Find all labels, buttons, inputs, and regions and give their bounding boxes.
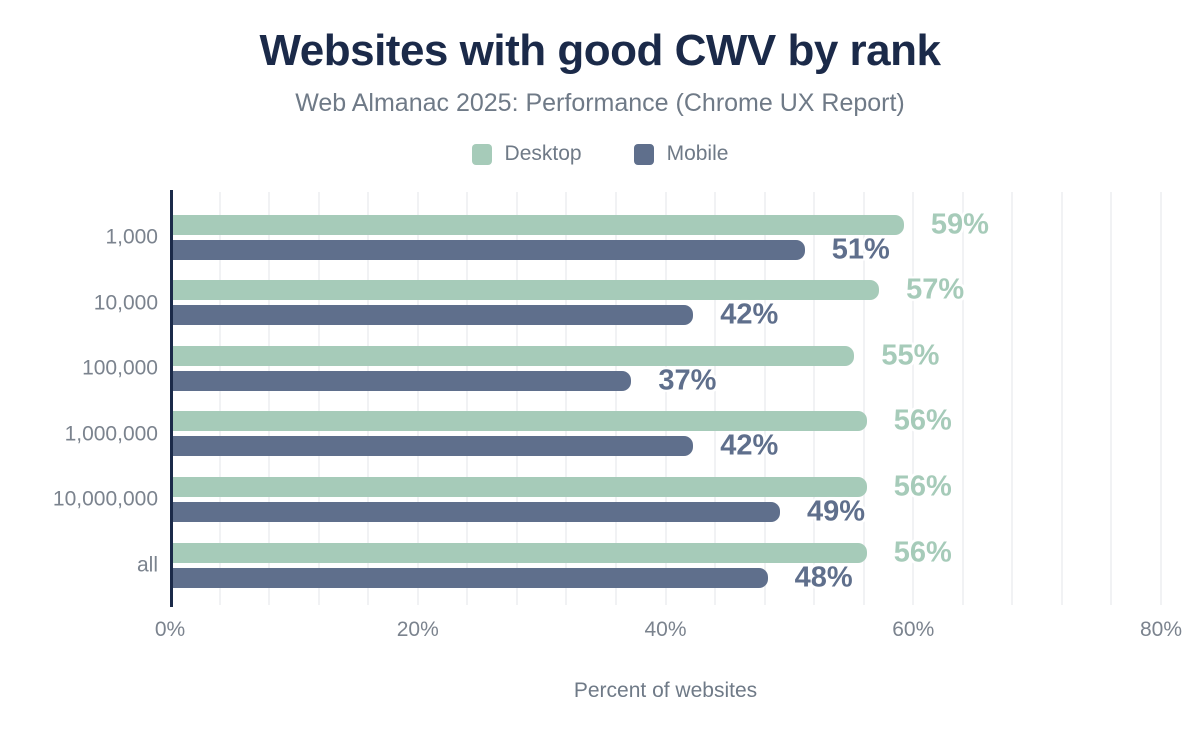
legend-swatch-desktop-icon	[471, 143, 492, 165]
value-label-desktop-100,000: 55%	[881, 339, 940, 372]
gridline	[416, 192, 419, 605]
gridline	[466, 192, 469, 605]
y-category-label: 1,000,000	[64, 422, 158, 446]
y-category-label: all	[136, 553, 158, 577]
gridline	[515, 192, 518, 605]
value-label-mobile-all: 48%	[794, 561, 853, 593]
bar-desktop-1,000	[173, 214, 904, 235]
y-axis-line	[170, 190, 173, 607]
plot-area: 1,000 59% 51% 10,000 57% 42% 100,000 55% 37% 1,00…	[53, 190, 1182, 640]
bar-mobile-all	[173, 567, 768, 588]
gridline	[1160, 192, 1162, 605]
gridline	[961, 192, 964, 605]
value-label-desktop-1,000,000: 56%	[893, 404, 952, 437]
bar-desktop-10,000	[173, 280, 880, 301]
gridline	[1011, 192, 1014, 605]
chart-title: Websites with good CWV by rank	[259, 26, 941, 75]
legend-item-desktop: Desktop	[471, 142, 582, 166]
bar-desktop-1,000,000	[173, 411, 867, 432]
value-label-mobile-10,000,000: 49%	[806, 495, 866, 528]
gridline	[317, 192, 320, 605]
bar-mobile-1,000,000	[173, 436, 694, 457]
x-tick-label: 40%	[644, 618, 687, 641]
bar-desktop-100,000	[173, 345, 855, 366]
legend-label-desktop: Desktop	[504, 142, 582, 165]
gridline	[813, 192, 816, 605]
legend-item-mobile: Mobile	[633, 142, 729, 166]
value-label-mobile-1,000,000: 42%	[720, 429, 779, 462]
bar-desktop-all	[173, 542, 867, 563]
legend-label-mobile: Mobile	[666, 142, 729, 165]
bar-mobile-100,000	[173, 370, 632, 391]
value-label-mobile-10,000: 42%	[720, 298, 779, 331]
bar-mobile-1,000	[173, 239, 805, 260]
y-category-label: 1,000	[105, 225, 158, 249]
gridline	[1110, 192, 1113, 605]
y-category-label: 100,000	[82, 356, 158, 380]
gridline	[218, 192, 221, 605]
value-label-desktop-all: 56%	[893, 536, 952, 568]
value-label-mobile-1,000: 51%	[831, 233, 890, 265]
value-label-desktop-10,000,000: 56%	[893, 470, 952, 503]
gridline	[862, 192, 865, 605]
x-tick-label: 0%	[154, 618, 186, 641]
x-axis-title: Percent of websites	[573, 679, 758, 702]
value-label-desktop-1,000: 59%	[930, 208, 989, 240]
gridline	[664, 192, 667, 605]
bar-desktop-10,000,000	[173, 476, 867, 497]
legend-swatch-mobile-icon	[633, 143, 654, 165]
gridline	[763, 192, 766, 605]
gridline	[1060, 192, 1063, 605]
x-tick-label: 20%	[396, 618, 439, 641]
legend: Desktop Mobile	[0, 142, 1200, 166]
y-category-label: 10,000,000	[52, 487, 158, 511]
y-category-label: 10,000	[93, 291, 158, 315]
gridline	[714, 192, 717, 605]
gridline	[268, 192, 271, 605]
gridline	[367, 192, 370, 605]
value-label-desktop-10,000: 57%	[906, 273, 965, 306]
chart-subtitle: Web Almanac 2025: Performance (Chrome UX…	[295, 89, 905, 117]
gridline	[565, 192, 568, 605]
gridline	[614, 192, 617, 605]
x-tick-label: 80%	[1139, 618, 1183, 641]
bar-mobile-10,000,000	[173, 501, 780, 522]
bar-mobile-10,000	[173, 305, 694, 326]
gridline	[912, 192, 915, 605]
x-tick-label: 60%	[892, 618, 935, 641]
value-label-mobile-100,000: 37%	[658, 364, 717, 397]
